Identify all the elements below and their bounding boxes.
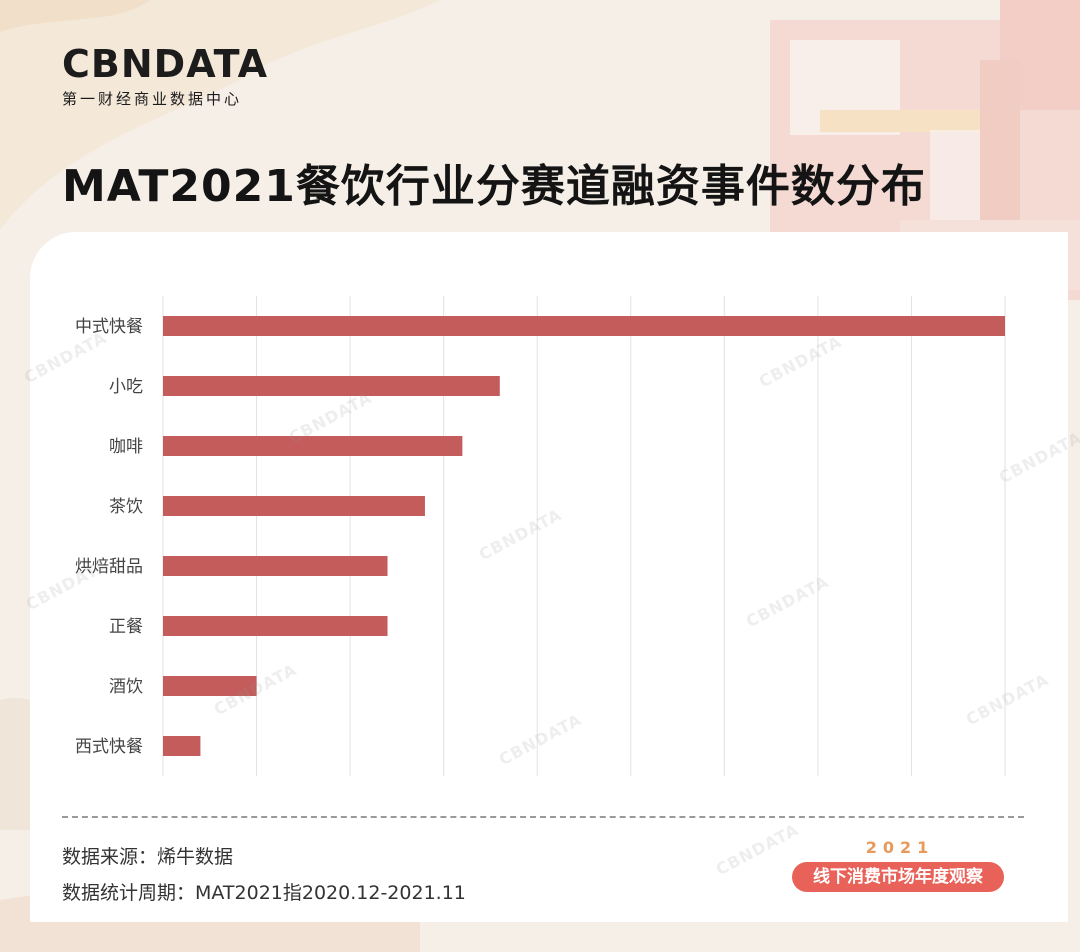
- data-source-text: 数据来源：烯牛数据: [62, 846, 234, 868]
- category-label: 小吃: [109, 377, 143, 397]
- badge-text: 线下消费市场年度观察: [813, 867, 983, 887]
- bar-1: [163, 376, 500, 396]
- report-badge: 2021 线下消费市场年度观察: [782, 838, 1018, 896]
- bar-6: [163, 676, 257, 696]
- footer-divider: [62, 816, 1024, 818]
- category-label: 西式快餐: [75, 737, 143, 757]
- bar-5: [163, 616, 388, 636]
- category-label: 烘焙甜品: [75, 557, 143, 577]
- category-label: 咖啡: [109, 437, 143, 457]
- bar-0: [163, 316, 1005, 336]
- grid-lines: [162, 296, 1006, 776]
- chart-card: 中式快餐小吃咖啡茶饮烘焙甜品正餐酒饮西式快餐: [30, 232, 1068, 922]
- category-label: 中式快餐: [75, 317, 143, 337]
- badge-year: 2021: [865, 838, 935, 857]
- category-label: 酒饮: [109, 677, 143, 697]
- brand-logo: CBNDATA 第一财经商业数据中心: [62, 42, 268, 109]
- data-period-text: 数据统计周期：MAT2021指2020.12-2021.11: [62, 882, 466, 904]
- bar-2: [163, 436, 463, 456]
- category-label: 正餐: [109, 617, 143, 637]
- logo-subtitle: 第一财经商业数据中心: [62, 90, 243, 108]
- logo-wordmark: CBNDATA: [62, 42, 269, 86]
- bar-7: [163, 736, 201, 756]
- bar-3: [163, 496, 425, 516]
- bar-4: [163, 556, 388, 576]
- badge-pill: [792, 862, 1004, 892]
- bars: [163, 316, 1005, 756]
- page-title: MAT2021餐饮行业分赛道融资事件数分布: [62, 161, 926, 212]
- category-label: 茶饮: [109, 497, 143, 517]
